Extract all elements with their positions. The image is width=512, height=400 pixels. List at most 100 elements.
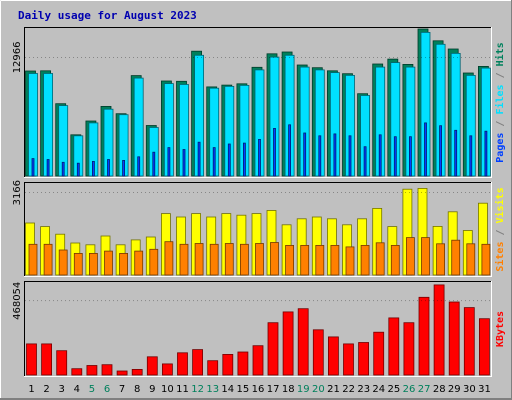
bar-pages-16 (258, 138, 261, 177)
x-tick-label: 16 (252, 384, 265, 395)
y-tick-label: 12966 (12, 41, 23, 73)
bar-pages-23 (363, 146, 367, 177)
legend-middle: Sites / Visits (494, 187, 506, 271)
bar-kbytes-6 (101, 364, 113, 376)
bar-kbytes-27 (418, 296, 430, 376)
bar-sites-14 (224, 243, 234, 276)
bar-sites-26 (405, 237, 415, 276)
bar-pages-7 (122, 159, 125, 177)
bar-kbytes-16 (252, 345, 264, 376)
bar-kbytes-29 (448, 301, 460, 376)
bar-pages-22 (348, 135, 352, 177)
bar-pages-31 (484, 130, 488, 177)
x-tick-label: 15 (237, 384, 250, 395)
bar-kbytes-3 (56, 350, 68, 376)
bar-kbytes-24 (373, 331, 385, 376)
bar-sites-5 (89, 252, 98, 276)
bar-kbytes-7 (116, 370, 128, 376)
bar-pages-24 (378, 134, 382, 177)
bar-kbytes-30 (463, 307, 475, 376)
bar-sites-11 (179, 243, 189, 276)
bar-kbytes-25 (388, 317, 400, 376)
bar-sites-2 (43, 243, 53, 276)
bar-sites-10 (164, 241, 174, 276)
bar-pages-15 (242, 142, 246, 177)
bar-kbytes-13 (207, 360, 219, 376)
x-tick-label: 23 (357, 384, 370, 395)
bar-sites-17 (270, 242, 279, 276)
bar-kbytes-23 (358, 342, 370, 376)
bar-pages-11 (182, 149, 186, 177)
x-tick-label: 25 (388, 384, 401, 395)
bar-pages-19 (303, 132, 307, 177)
x-tick-label: 19 (297, 384, 310, 395)
x-tick-label: 28 (433, 384, 446, 395)
bar-kbytes-14 (222, 353, 234, 376)
bar-sites-9 (149, 248, 159, 276)
bar-sites-21 (330, 244, 340, 276)
bar-pages-3 (61, 161, 65, 177)
bar-pages-2 (46, 159, 50, 177)
bar-sites-31 (481, 243, 491, 276)
legend-top: Pages / Files / Hits (494, 42, 506, 162)
x-tick-label: 20 (312, 384, 325, 395)
x-tick-label: 10 (161, 384, 174, 395)
bar-kbytes-4 (71, 368, 83, 376)
bar-kbytes-2 (41, 343, 52, 376)
bar-pages-4 (76, 162, 80, 177)
bar-pages-9 (152, 151, 156, 177)
bar-sites-20 (315, 244, 325, 276)
bar-sites-8 (134, 250, 144, 276)
bar-sites-19 (300, 244, 310, 276)
bar-kbytes-10 (161, 363, 173, 376)
bar-sites-25 (390, 244, 400, 276)
x-tick-label: 31 (478, 384, 491, 395)
bar-kbytes-8 (131, 368, 143, 376)
legend-bottom: KBytes (495, 311, 506, 347)
x-tick-label: 12 (191, 384, 204, 395)
legend-entry: Visits (494, 187, 506, 223)
bar-kbytes-28 (433, 284, 445, 376)
bar-sites-15 (239, 243, 249, 276)
bar-kbytes-18 (282, 311, 294, 376)
legend-entry: / (495, 66, 506, 84)
bar-sites-27 (421, 237, 430, 276)
bar-sites-1 (28, 243, 38, 276)
bar-sites-3 (58, 249, 68, 276)
bar-sites-4 (73, 252, 83, 276)
legend-entry: Sites (494, 242, 506, 272)
x-tick-label: 7 (119, 384, 125, 395)
legend-entry: / (495, 115, 506, 133)
bar-sites-7 (119, 252, 128, 276)
chart-title: Daily usage for August 2023 (18, 9, 197, 22)
legend-entry: Pages (495, 133, 506, 163)
bar-sites-13 (209, 243, 219, 276)
x-tick-label: 1 (28, 384, 34, 395)
legend-entry: KBytes (495, 311, 506, 347)
x-tick-label: 24 (372, 384, 385, 395)
bar-pages-18 (288, 124, 292, 177)
bar-kbytes-11 (177, 352, 188, 376)
bar-pages-1 (31, 158, 35, 177)
bar-pages-28 (439, 125, 443, 177)
x-tick-label: 3 (59, 384, 65, 395)
bar-kbytes-12 (192, 349, 204, 376)
bar-pages-29 (454, 129, 458, 177)
bar-kbytes-21 (327, 336, 339, 376)
bar-pages-8 (137, 156, 141, 177)
bar-pages-27 (424, 122, 427, 177)
bar-kbytes-17 (267, 322, 279, 376)
bar-sites-24 (375, 242, 385, 276)
legend-entry: / (495, 223, 506, 241)
x-tick-label: 21 (327, 384, 340, 395)
x-tick-label: 2 (43, 384, 49, 395)
x-tick-label: 14 (221, 384, 234, 395)
bar-sites-22 (345, 246, 355, 276)
bar-kbytes-19 (297, 308, 309, 376)
bar-kbytes-1 (26, 343, 37, 376)
x-tick-label: 17 (267, 384, 280, 395)
x-tick-label: 18 (282, 384, 295, 395)
bar-pages-20 (318, 135, 322, 177)
y-tick-label: 468054 (12, 282, 23, 320)
